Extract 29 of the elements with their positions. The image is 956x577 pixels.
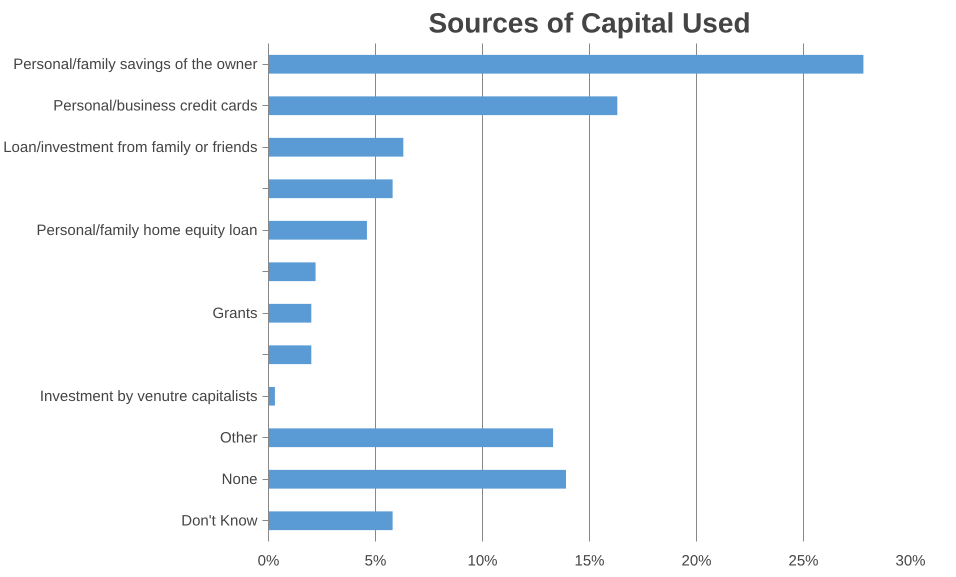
x-tick-label: 5% — [364, 552, 386, 570]
x-tick-label: 15% — [574, 552, 605, 570]
bar — [268, 428, 554, 448]
x-tick-label: 10% — [467, 552, 498, 570]
bar — [268, 386, 275, 406]
y-tick-label: Don't Know — [181, 512, 258, 530]
y-tick-label: None — [222, 470, 258, 488]
bar — [268, 179, 393, 198]
bar — [268, 220, 367, 240]
y-tick-label: Personal/family home equity loan — [36, 222, 258, 239]
y-tick-label: Personal/family savings of the owner — [13, 56, 258, 73]
bar — [268, 262, 316, 282]
bar — [268, 470, 566, 489]
bar — [268, 345, 312, 364]
x-tick-label: 0% — [258, 552, 280, 570]
y-tick-label: Other — [220, 429, 258, 446]
x-tick-label: 30% — [895, 552, 926, 570]
chart-title: Sources of Capital Used — [428, 8, 751, 38]
y-tick-label: Investment by venutre capitalists — [40, 388, 258, 405]
bar — [268, 96, 618, 116]
y-tick-label: Personal/business credit cards — [53, 97, 258, 114]
bar — [268, 138, 404, 157]
bar — [268, 54, 864, 74]
y-tick-label: Grants — [212, 304, 258, 322]
bar — [268, 511, 393, 530]
x-tick-label: 25% — [788, 552, 819, 570]
bar — [268, 304, 312, 323]
y-tick-label: Loan/investment from family or friends — [3, 138, 258, 156]
x-tick-label: 20% — [681, 552, 712, 570]
